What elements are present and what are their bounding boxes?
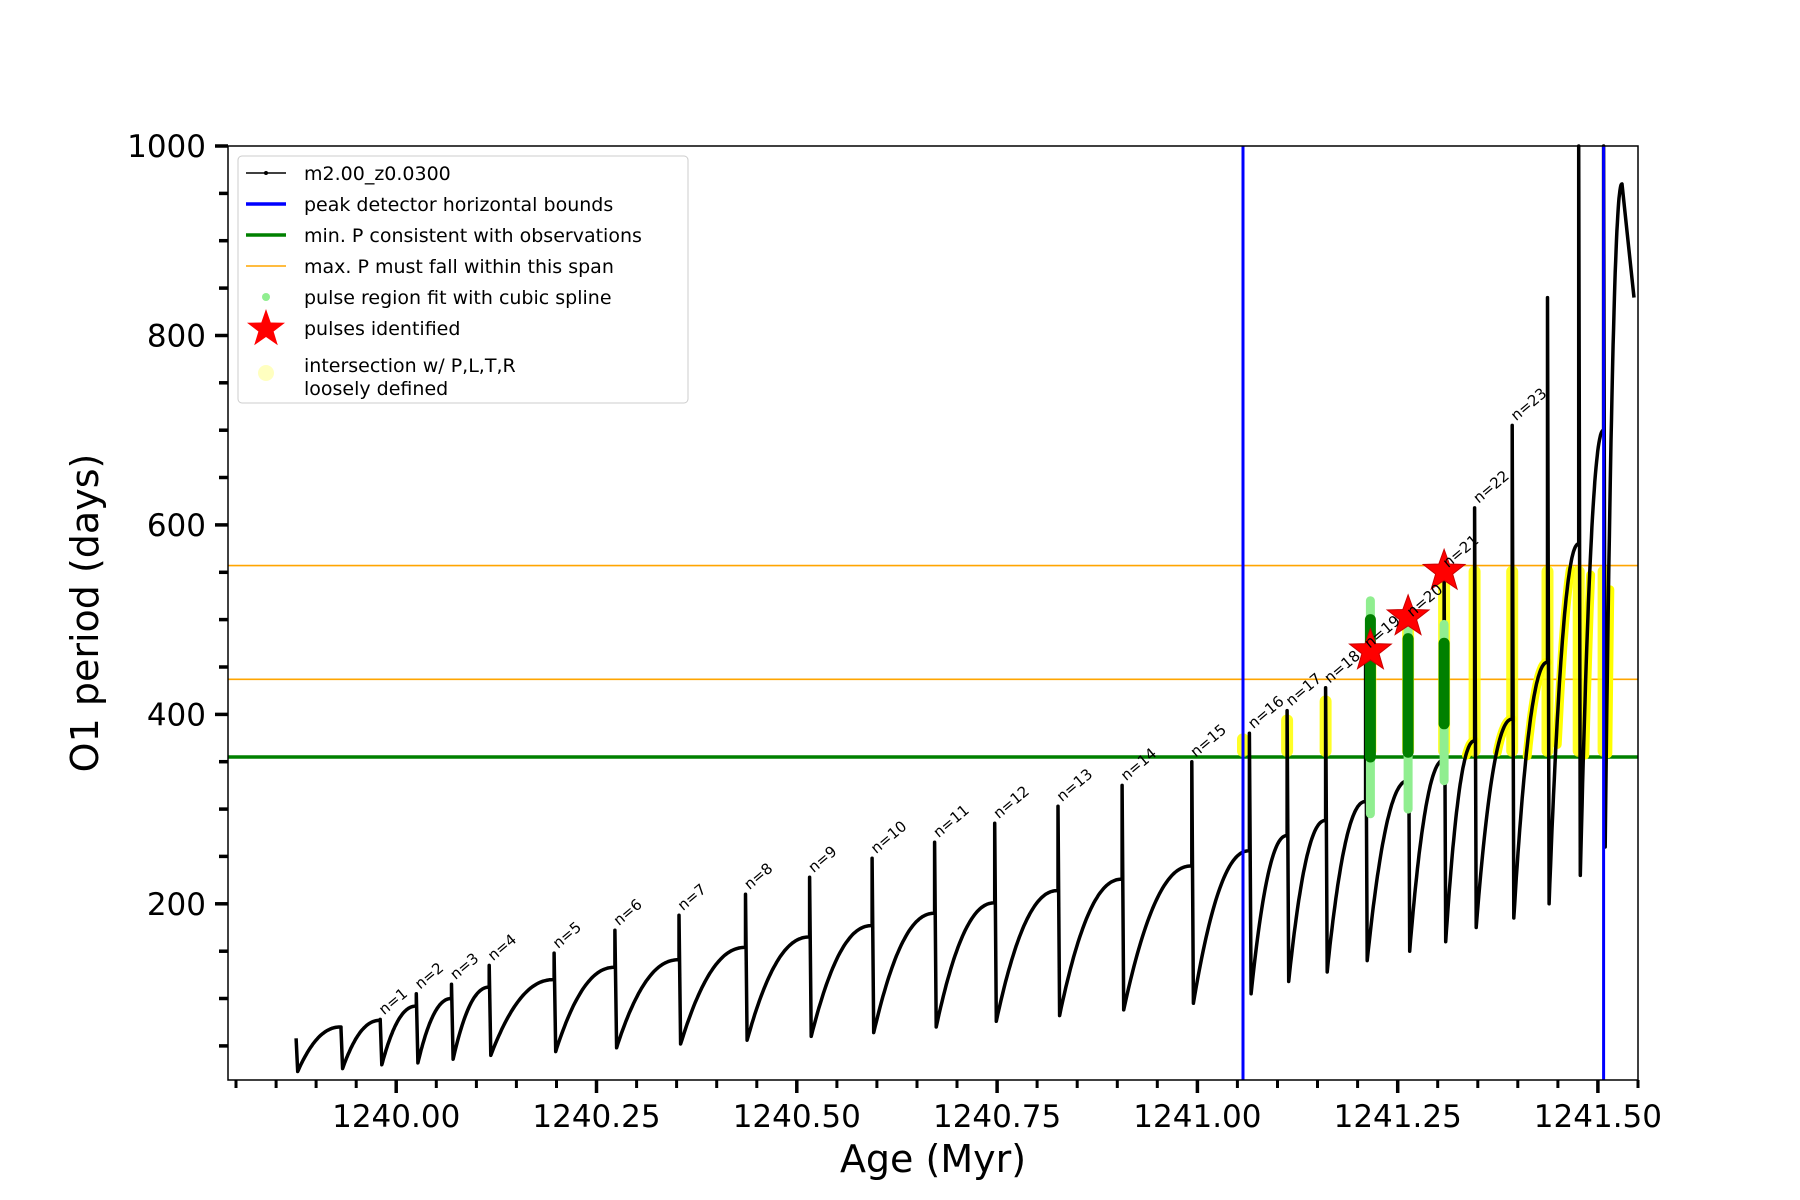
legend-handle-dot (264, 171, 268, 175)
x-tick-label: 1241.50 (1534, 1099, 1662, 1135)
legend-label: peak detector horizontal bounds (304, 194, 613, 216)
vertical-lines (1241, 146, 1606, 1080)
legend-handle-dot (262, 293, 270, 301)
x-tick-label: 1240.50 (733, 1099, 861, 1135)
legend-entry-maxp: max. P must fall within this span (246, 256, 614, 278)
y-tick-label: 800 (147, 319, 206, 355)
legend-handle-star (247, 309, 285, 346)
x-tick-label: 1240.00 (332, 1099, 460, 1135)
y-tick-label: 600 (147, 508, 206, 544)
legend-label: m2.00_z0.0300 (304, 163, 451, 185)
y-tick-label: 200 (147, 887, 206, 923)
y-tick-label: 400 (147, 697, 206, 733)
x-axis-title: Age (Myr) (840, 1137, 1026, 1181)
pulse-star (1348, 627, 1393, 670)
legend-label-line2: loosely defined (304, 378, 448, 400)
legend-label: max. P must fall within this span (304, 256, 614, 278)
legend-entry-spline: pulse region fit with cubic spline (262, 287, 612, 309)
legend-label: pulses identified (304, 318, 460, 340)
x-tick-label: 1241.00 (1133, 1099, 1261, 1135)
y-axis-title: O1 period (days) (63, 454, 107, 773)
legend-label: pulse region fit with cubic spline (304, 287, 612, 309)
legend-entry-pulse: pulses identified (247, 309, 460, 346)
x-tick-label: 1240.25 (532, 1099, 660, 1135)
y-axis-ticks: 200 400 600 800 1000 (127, 129, 228, 1048)
legend-label: intersection w/ P,L,T,R (304, 355, 516, 377)
pulses-identified (1348, 547, 1467, 670)
legend-label: min. P consistent with observations (304, 225, 642, 247)
x-tick-label: 1241.25 (1334, 1099, 1462, 1135)
legend-entry-peak: peak detector horizontal bounds (246, 194, 613, 216)
legend-box (237, 155, 689, 404)
legend-entry-track: m2.00_z0.0300 (246, 163, 451, 185)
pulse-star (1385, 593, 1431, 636)
legend-handle-dot (258, 365, 274, 381)
y-tick-label: 1000 (127, 129, 206, 165)
x-axis-ticks: 1240.00 1240.25 1240.50 1240.75 1241.00 1241.… (234, 1080, 1662, 1135)
legend-entry-minp: min. P consistent with observations (246, 225, 642, 247)
track-series (294, 144, 1636, 1074)
track-line (294, 144, 1636, 1074)
plot-frame (227, 145, 1639, 1081)
pulse-star (1421, 547, 1467, 591)
x-tick-label: 1240.75 (933, 1099, 1061, 1135)
